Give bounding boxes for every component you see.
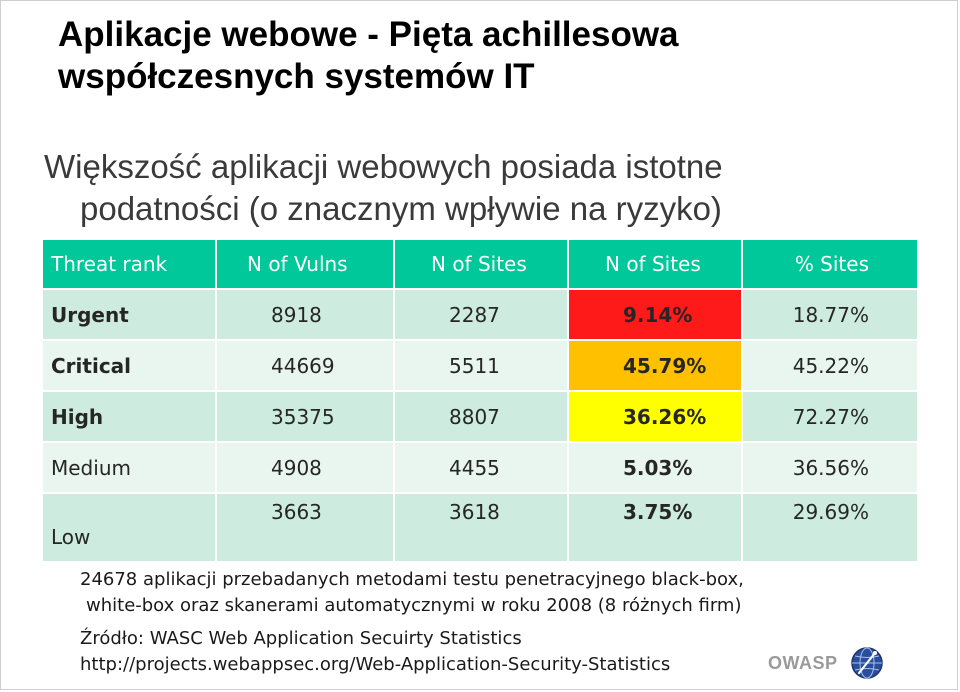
table-header-row: Threat rank N of Vulns N of Sites N of S… xyxy=(43,240,917,288)
study-note: 24678 aplikacji przebadanych metodami te… xyxy=(80,567,900,619)
subtitle-line-2: podatności (o znacznym wpływie na ryzyko… xyxy=(80,190,722,227)
sites-cell: 8807 xyxy=(395,392,567,441)
pct-sites-cell: 3.75% xyxy=(569,494,741,561)
vulns-cell: 8918 xyxy=(217,290,393,339)
owasp-logo: OWASP xyxy=(768,647,884,679)
sites-cell: 4455 xyxy=(395,443,567,492)
rank-cell: Low xyxy=(43,494,215,561)
pct-sites-cell: 45.79% xyxy=(569,341,741,390)
pct-all-cell: 72.27% xyxy=(743,392,917,441)
header-n-of-vulns: N of Vulns xyxy=(217,240,393,288)
title-line-1: Aplikacje webowe - Pięta achillesowa xyxy=(58,15,679,54)
sites-cell: 2287 xyxy=(395,290,567,339)
subtitle-line-1: Większość aplikacji webowych posiada ist… xyxy=(44,148,723,185)
pct-all-cell: 36.56% xyxy=(743,443,917,492)
pct-sites-cell: 9.14% xyxy=(569,290,741,339)
pct-all-cell: 29.69% xyxy=(743,494,917,561)
vulns-cell: 4908 xyxy=(217,443,393,492)
pct-sites-cell: 5.03% xyxy=(569,443,741,492)
table-row: Urgent 8918 2287 9.14% 18.77% xyxy=(43,290,917,339)
vulns-cell: 44669 xyxy=(217,341,393,390)
note-line-1: 24678 aplikacji przebadanych metodami te… xyxy=(80,569,744,590)
rank-cell: Urgent xyxy=(43,290,215,339)
rank-cell: High xyxy=(43,392,215,441)
header-n-of-sites: N of Sites xyxy=(395,240,567,288)
header-n-of-sites-pct: N of Sites xyxy=(569,240,741,288)
pct-sites-cell: 36.26% xyxy=(569,392,741,441)
source-url: http://projects.webappsec.org/Web-Applic… xyxy=(80,654,671,675)
pct-all-cell: 45.22% xyxy=(743,341,917,390)
table-row: Critical 44669 5511 45.79% 45.22% xyxy=(43,341,917,390)
table-row: High 35375 8807 36.26% 72.27% xyxy=(43,392,917,441)
vulns-cell: 3663 xyxy=(217,494,393,561)
slide-subtitle: Większość aplikacji webowych posiada ist… xyxy=(44,146,924,230)
source-line-1: Źródło: WASC Web Application Secuirty St… xyxy=(80,628,522,649)
source-citation: Źródło: WASC Web Application Secuirty St… xyxy=(80,626,780,678)
slide-title: Aplikacje webowe - Pięta achillesowa wsp… xyxy=(58,14,918,98)
sites-cell: 5511 xyxy=(395,341,567,390)
table-row: Low 3663 3618 3.75% 29.69% xyxy=(43,494,917,561)
table-row: Medium 4908 4455 5.03% 36.56% xyxy=(43,443,917,492)
rank-cell: Medium xyxy=(43,443,215,492)
threat-table: Threat rank N of Vulns N of Sites N of S… xyxy=(41,238,919,563)
note-line-2: white-box oraz skanerami automatycznymi … xyxy=(86,595,742,616)
rank-cell: Critical xyxy=(43,341,215,390)
owasp-logo-text: OWASP xyxy=(768,652,838,673)
header-pct-sites: % Sites xyxy=(743,240,917,288)
owasp-globe-icon xyxy=(850,647,883,679)
title-line-2: współczesnych systemów IT xyxy=(58,57,535,96)
sites-cell: 3618 xyxy=(395,494,567,561)
pct-all-cell: 18.77% xyxy=(743,290,917,339)
vulns-cell: 35375 xyxy=(217,392,393,441)
header-threat-rank: Threat rank xyxy=(43,240,215,288)
